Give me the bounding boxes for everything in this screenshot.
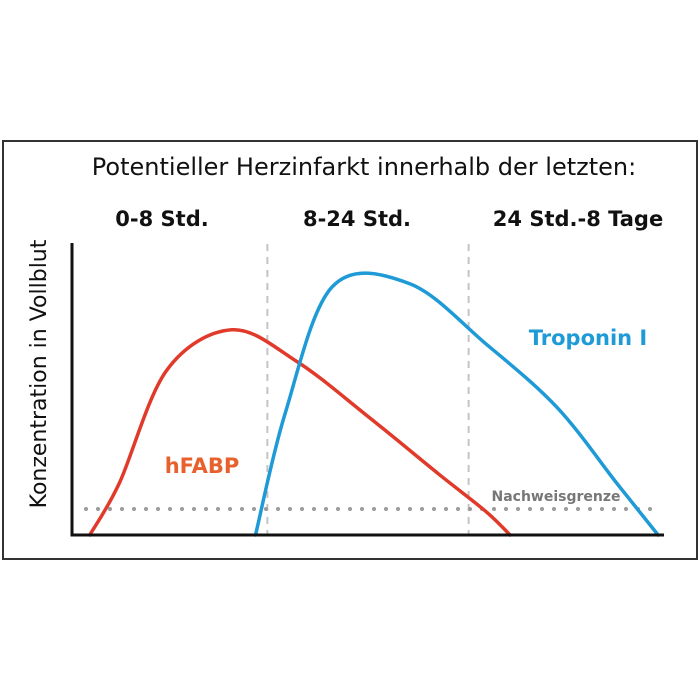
chart-frame: [2, 140, 698, 560]
y-axis-label: Konzentration in Vollblut: [27, 239, 52, 508]
period-label-3: 24 Std.-8 Tage: [493, 207, 663, 231]
series-lines: [88, 271, 660, 537]
period-label-1: 0-8 Std.: [115, 207, 208, 231]
chart-title: Potentieller Herzinfarkt innerhalb der l…: [92, 153, 636, 181]
series-line-troponin-i: [253, 271, 660, 537]
detection-limit: Nachweisgrenze: [84, 489, 664, 511]
period-dividers: [266, 244, 470, 535]
series-label-hfabp: hFABP: [165, 454, 240, 478]
axes: [70, 243, 664, 537]
series-label-troponin-i: Troponin I: [529, 326, 647, 350]
series-line-hfabp: [88, 328, 512, 537]
series-labels: hFABP Troponin I: [165, 326, 648, 478]
period-labels: 0-8 Std. 8-24 Std. 24 Std.-8 Tage: [115, 207, 663, 231]
detection-limit-label: Nachweisgrenze: [491, 489, 620, 505]
period-label-2: 8-24 Std.: [303, 207, 411, 231]
